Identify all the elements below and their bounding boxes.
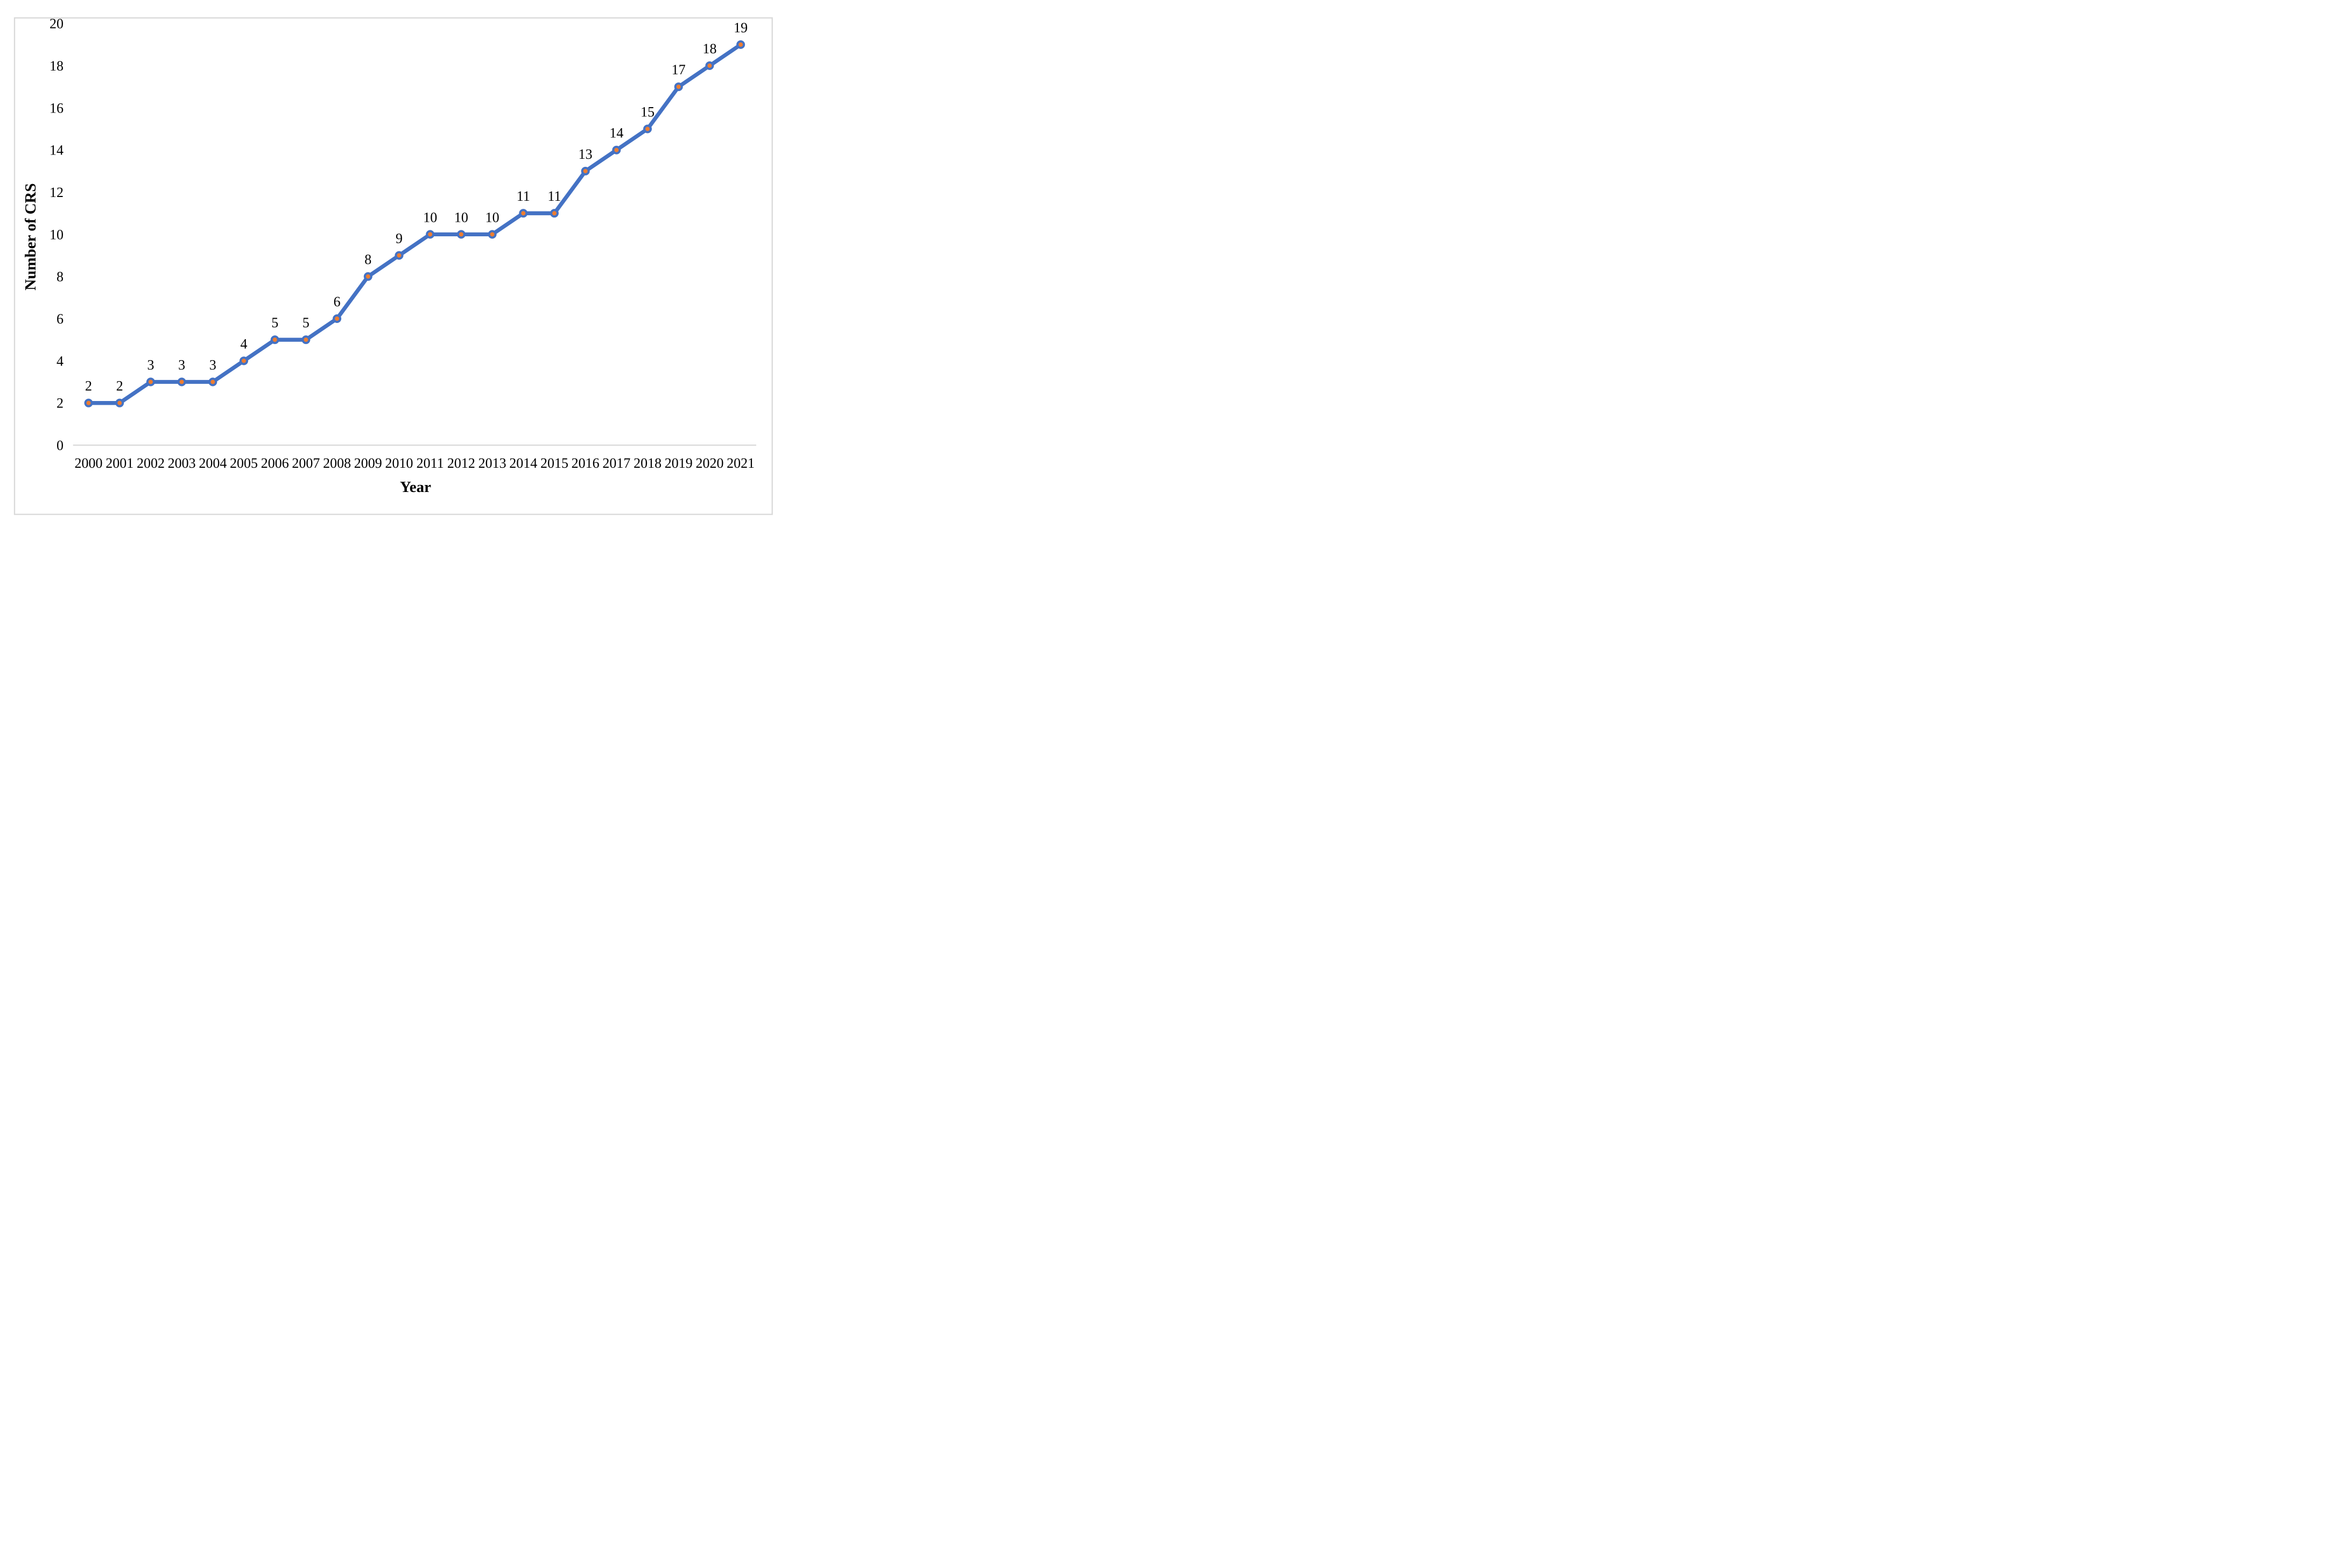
x-tick-label: 2018 [633, 455, 661, 471]
data-label: 9 [396, 231, 403, 247]
data-label: 18 [702, 41, 716, 57]
data-label: 6 [334, 294, 341, 310]
data-point-marker [612, 145, 621, 154]
data-point-marker [426, 230, 435, 239]
data-point-marker [208, 377, 217, 386]
x-tick-label: 2004 [199, 455, 227, 471]
y-tick-label: 8 [57, 269, 64, 285]
data-label: 2 [85, 378, 92, 394]
data-label: 5 [302, 315, 309, 331]
x-tick-label: 2020 [695, 455, 723, 471]
chart-border [13, 17, 773, 515]
x-tick-label: 2006 [261, 455, 289, 471]
data-point-marker [177, 377, 186, 386]
x-tick-label: 2001 [105, 455, 133, 471]
data-label: 3 [147, 357, 154, 373]
figure-container: 0 2 4 6 8 10 12 14 16 18 20 2000 2001 2002 2003 2004 200… [0, 0, 779, 523]
x-tick-label: 2016 [572, 455, 600, 471]
x-tick-label: 2007 [292, 455, 320, 471]
y-tick-label: 0 [57, 438, 64, 453]
data-point-marker [146, 377, 155, 386]
data-point-marker [550, 209, 559, 218]
data-label: 13 [579, 146, 593, 162]
data-label: 15 [640, 104, 654, 120]
x-tick-label: 2003 [168, 455, 196, 471]
y-tick-label: 4 [57, 353, 64, 369]
x-axis-title: Year [400, 479, 431, 496]
x-tick-label: 2005 [230, 455, 258, 471]
x-tick-label: 2014 [509, 455, 537, 471]
data-label: 5 [271, 315, 278, 331]
x-tick-label: 2013 [478, 455, 506, 471]
data-point-marker [84, 398, 93, 407]
x-tick-label: 2002 [137, 455, 165, 471]
x-tick-label: 2009 [354, 455, 382, 471]
x-tick-label: 2019 [665, 455, 693, 471]
data-label: 17 [672, 62, 686, 78]
y-tick-label: 14 [50, 143, 64, 158]
data-point-marker [270, 335, 279, 344]
data-point-marker [240, 356, 249, 365]
x-tick-label: 2010 [385, 455, 413, 471]
y-tick-label: 16 [50, 100, 64, 116]
data-point-marker [705, 61, 714, 71]
y-tick-label: 6 [57, 311, 64, 327]
x-tick-label: 2015 [540, 455, 568, 471]
data-point-marker [581, 166, 590, 175]
series-line [86, 43, 743, 405]
data-label: 11 [517, 188, 530, 204]
data-point-marker [488, 230, 497, 239]
data-label: 10 [454, 209, 468, 225]
y-tick-label: 12 [50, 185, 64, 200]
x-tick-label: 2012 [447, 455, 475, 471]
data-label: 4 [241, 336, 248, 351]
data-label: 8 [364, 252, 371, 268]
data-label: 11 [547, 188, 561, 204]
data-label: 3 [178, 357, 185, 373]
y-tick-label: 10 [50, 227, 64, 242]
y-axis-title: Number of CRS [22, 183, 39, 290]
y-tick-label: 20 [50, 16, 64, 32]
data-point-marker [736, 40, 745, 49]
x-tick-label: 2000 [75, 455, 103, 471]
data-point-marker [115, 398, 124, 407]
data-point-marker [674, 82, 683, 92]
x-tick-label: 2011 [417, 455, 444, 471]
data-point-marker [456, 230, 466, 239]
data-label: 19 [734, 20, 748, 36]
data-label: 10 [485, 209, 499, 225]
data-label: 10 [423, 209, 437, 225]
data-point-marker [363, 272, 372, 281]
x-tick-label: 2008 [323, 455, 351, 471]
y-tick-label: 2 [57, 396, 64, 411]
y-tick-label: 18 [50, 58, 64, 74]
x-tick-label: 2021 [727, 455, 755, 471]
data-point-marker [333, 314, 342, 324]
data-point-marker [395, 251, 404, 260]
data-label: 3 [209, 357, 216, 373]
data-point-marker [643, 124, 652, 133]
data-point-marker [301, 335, 311, 344]
data-point-marker [519, 209, 528, 218]
x-tick-label: 2017 [602, 455, 630, 471]
data-label: 2 [116, 378, 123, 394]
data-label: 14 [609, 125, 623, 141]
